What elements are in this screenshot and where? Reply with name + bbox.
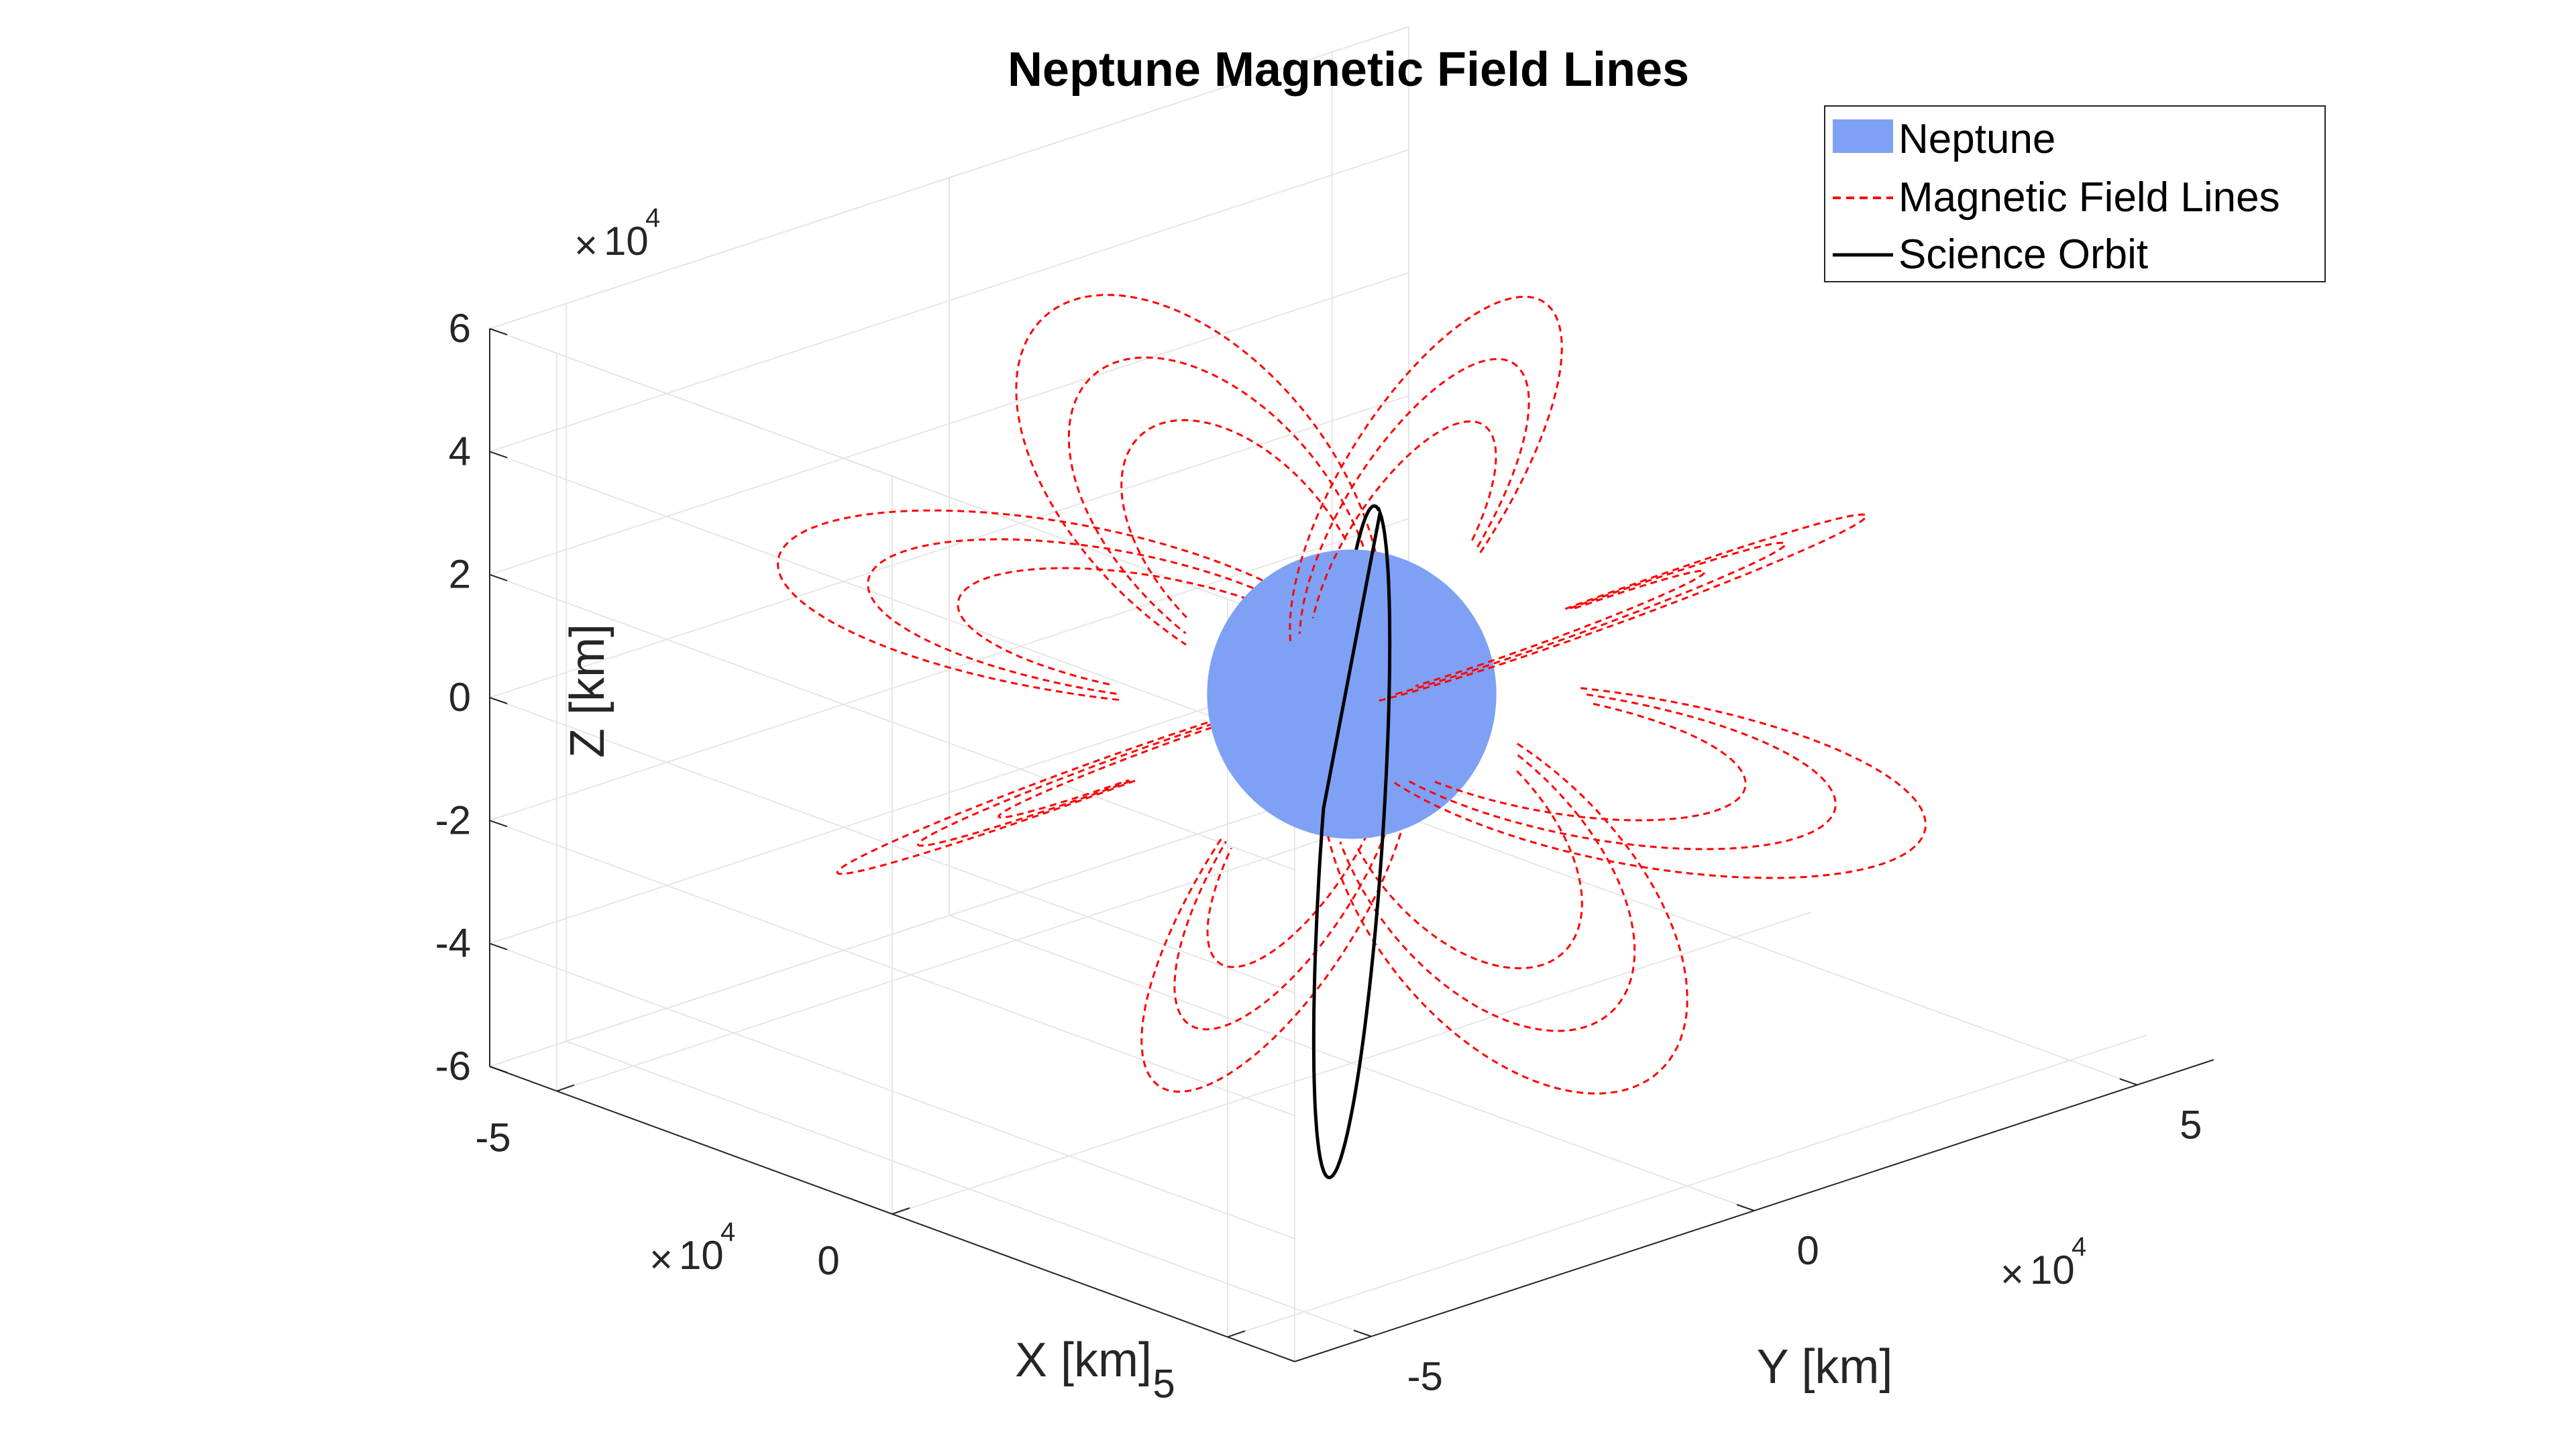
- field-line: [1327, 742, 1688, 1095]
- z-tick-label: 0: [449, 675, 471, 720]
- legend-swatch-neptune: [1833, 119, 1893, 153]
- svg-text:4: 4: [2072, 1232, 2086, 1262]
- x-axis-label: X [km]: [1015, 1333, 1152, 1387]
- field-line: [1391, 541, 1787, 696]
- svg-text:10: 10: [604, 219, 649, 264]
- neptune-sphere: [1207, 549, 1497, 839]
- field-line: [1415, 569, 1706, 687]
- field-line: [1140, 742, 1415, 1093]
- svg-text:10: 10: [679, 1233, 724, 1278]
- field-line: [1390, 687, 1927, 879]
- field-line: [836, 685, 1328, 875]
- z-exponent-label: × 10 4: [574, 203, 660, 268]
- field-line: [1298, 357, 1530, 634]
- z-tick-label: 2: [449, 552, 471, 597]
- field-line: [916, 692, 1312, 847]
- legend-label-science-orbit: Science Orbit: [1898, 231, 2148, 278]
- x-tick-label: -5: [475, 1115, 511, 1160]
- z-tick-mark: [489, 942, 508, 950]
- z-tick-label: -2: [435, 797, 471, 842]
- z-tick-label: -4: [435, 921, 471, 966]
- legend-box: [1824, 105, 2326, 282]
- y-exponent-label: × 10 4: [2000, 1232, 2086, 1297]
- x-tick-mark: [892, 1207, 910, 1215]
- x-exponent-label: × 10 4: [649, 1217, 735, 1282]
- y-tick-label: 0: [1796, 1228, 1819, 1273]
- field-line: [1356, 770, 1583, 970]
- field-line: [1067, 356, 1364, 635]
- z-tick-mark: [489, 820, 508, 828]
- field-line: [867, 538, 1295, 695]
- y-tick-label: 5: [2180, 1103, 2202, 1148]
- svg-text:×: ×: [2000, 1252, 2024, 1297]
- field-lines-front: [1289, 295, 1927, 1095]
- x-tick-label: 5: [1152, 1361, 1175, 1406]
- legend-label-field-lines: Magnetic Field Lines: [1898, 174, 2280, 221]
- svg-text:10: 10: [2030, 1248, 2075, 1292]
- chart-title: Neptune Magnetic Field Lines: [1008, 43, 1689, 97]
- z-tick-label: 4: [449, 429, 471, 474]
- z-tick-label: -6: [435, 1044, 471, 1089]
- field-line: [998, 701, 1289, 819]
- field-line: [1015, 294, 1377, 646]
- field-line: [1173, 755, 1405, 1031]
- field-line: [1120, 419, 1347, 618]
- legend-label-neptune: Neptune: [1898, 116, 2055, 162]
- y-tick-mark: [1736, 1204, 1755, 1211]
- z-tick-mark: [489, 1066, 508, 1073]
- field-line: [1434, 702, 1747, 822]
- svg-text:4: 4: [645, 203, 660, 233]
- field-line: [776, 509, 1313, 702]
- grid-line-y: [949, 178, 1755, 1211]
- science-orbit-front: [1311, 506, 1392, 1180]
- z-tick-mark: [489, 697, 508, 704]
- svg-text:4: 4: [720, 1217, 735, 1247]
- grid-line-y: [566, 303, 1372, 1337]
- field-line: [1289, 295, 1563, 646]
- x-tick-mark: [556, 1084, 575, 1092]
- svg-text:×: ×: [649, 1237, 673, 1282]
- z-tick-mark: [489, 328, 508, 335]
- field-line: [1206, 770, 1392, 969]
- svg-text:×: ×: [574, 223, 598, 268]
- field-line: [1311, 420, 1497, 618]
- x-tick-mark: [1227, 1330, 1246, 1338]
- legend[interactable]: Neptune Magnetic Field Lines Science Orb…: [1824, 105, 2326, 282]
- field-line: [957, 567, 1270, 686]
- z-axis-label: Z [km]: [561, 624, 614, 758]
- x-tick-label: 0: [817, 1238, 839, 1283]
- y-tick-label: -5: [1407, 1354, 1442, 1399]
- field-line: [1408, 694, 1837, 850]
- y-tick-mark: [2119, 1078, 2138, 1086]
- field-lines-back: [776, 294, 1415, 1093]
- orbit-front: [1311, 506, 1392, 1180]
- y-tick-mark: [1353, 1329, 1372, 1337]
- y-axis-label: Y [km]: [1757, 1340, 1893, 1394]
- field-line: [1339, 754, 1636, 1032]
- z-tick-mark: [489, 451, 508, 459]
- z-tick-label: 6: [449, 306, 471, 351]
- z-tick-mark: [489, 573, 508, 582]
